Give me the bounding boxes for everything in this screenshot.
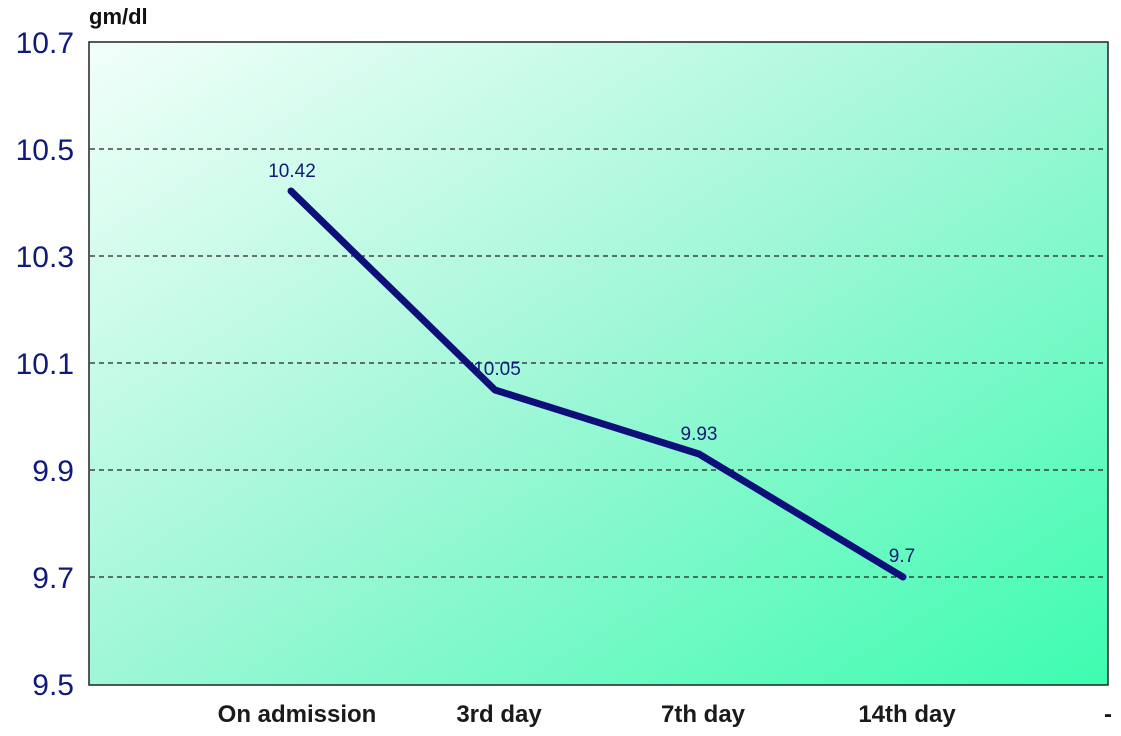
x-tick-on-admission: On admission [217,701,377,728]
y-tick-10-3: 10.3 [15,241,74,274]
hemoglobin-line [287,187,907,581]
x-tick-14th-day: 14th day [858,701,956,728]
y-axis-unit: gm/dl [89,4,148,29]
x-tick-7th-day: 7th day [660,701,746,728]
gridlines [90,148,1107,578]
y-tick-9-9: 9.9 [32,455,74,488]
data-label-on-admission: 10.42 [268,161,316,182]
x-tick-placeholder: - [1104,701,1112,728]
y-tick-10-7: 10.7 [15,27,74,60]
y-tick-9-7: 9.7 [32,562,74,595]
data-label-7th-day: 9.93 [681,424,718,445]
data-label-14th-day: 9.7 [889,546,915,567]
data-label-3rd-day: 10.05 [473,359,521,380]
y-tick-9-5: 9.5 [32,669,74,702]
y-tick-10-1: 10.1 [15,348,74,381]
y-tick-10-5: 10.5 [15,134,74,167]
x-tick-3rd-day: 3rd day [456,701,542,728]
